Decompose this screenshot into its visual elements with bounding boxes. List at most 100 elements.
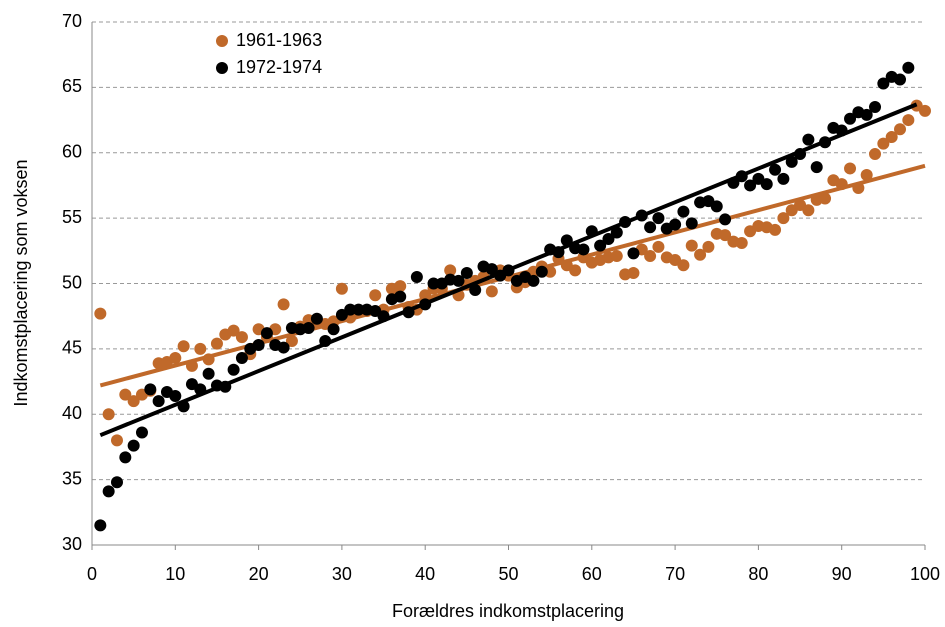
point <box>210 337 223 350</box>
point <box>352 303 365 316</box>
point <box>677 205 690 218</box>
x-tick-label: 70 <box>665 564 685 584</box>
y-tick-label: 35 <box>62 468 82 488</box>
y-tick-label: 45 <box>62 338 82 358</box>
point <box>610 226 623 239</box>
point <box>710 200 723 213</box>
point <box>202 367 215 380</box>
point <box>702 240 715 253</box>
point <box>260 327 273 340</box>
point <box>860 108 873 121</box>
point <box>369 289 382 302</box>
point <box>410 270 423 283</box>
point <box>119 388 132 401</box>
point <box>569 264 582 277</box>
point <box>719 213 732 226</box>
y-tick-label: 70 <box>62 11 82 31</box>
point <box>760 178 773 191</box>
point <box>860 168 873 181</box>
point <box>919 104 931 117</box>
trend-line <box>99 163 926 388</box>
point <box>277 298 290 311</box>
point <box>527 274 540 287</box>
x-tick-label: 50 <box>498 564 518 584</box>
point <box>735 236 748 249</box>
point <box>869 100 882 113</box>
x-tick-label: 30 <box>332 564 352 584</box>
point <box>444 264 457 277</box>
point <box>894 123 907 136</box>
point <box>894 73 907 86</box>
y-tick-label: 60 <box>62 142 82 162</box>
y-tick-label: 55 <box>62 207 82 227</box>
point <box>235 352 248 365</box>
x-tick-label: 40 <box>415 564 435 584</box>
point <box>235 331 248 344</box>
point <box>885 131 898 144</box>
point <box>685 217 698 230</box>
point <box>877 77 890 90</box>
point <box>610 250 623 263</box>
point <box>694 248 707 261</box>
y-tick-label: 50 <box>62 272 82 292</box>
point <box>277 341 290 354</box>
point <box>110 476 123 489</box>
x-tick-label: 10 <box>165 564 185 584</box>
point <box>152 395 165 408</box>
point <box>744 179 757 192</box>
point <box>785 155 798 168</box>
point <box>285 335 298 348</box>
point <box>460 267 473 280</box>
point <box>777 212 790 225</box>
point <box>227 363 240 376</box>
point <box>644 250 657 263</box>
point <box>327 323 340 336</box>
point <box>394 280 407 293</box>
point <box>144 383 157 396</box>
point <box>227 324 240 337</box>
point <box>535 265 548 278</box>
point <box>544 265 557 278</box>
point <box>644 221 657 234</box>
y-axis-label: Indkomstplacering som voksen <box>11 159 31 406</box>
x-tick-label: 90 <box>832 564 852 584</box>
x-axis-label: Forældres indkomstplacering <box>392 601 624 621</box>
y-tick-label: 40 <box>62 403 82 423</box>
point <box>335 282 348 295</box>
point <box>652 212 665 225</box>
point <box>869 148 882 161</box>
point <box>810 161 823 174</box>
point <box>844 162 857 175</box>
point <box>719 229 732 242</box>
point <box>902 114 915 127</box>
point <box>485 263 498 276</box>
point <box>452 274 465 287</box>
point <box>135 426 148 439</box>
point <box>127 395 140 408</box>
x-tick-label: 0 <box>87 564 97 584</box>
point <box>102 485 115 498</box>
point <box>194 342 207 355</box>
point <box>252 338 265 351</box>
point <box>594 239 607 252</box>
point <box>769 223 782 236</box>
point <box>677 259 690 272</box>
point <box>344 303 357 316</box>
x-tick-label: 20 <box>249 564 269 584</box>
point <box>94 307 107 320</box>
y-tick-label: 65 <box>62 76 82 96</box>
point <box>177 340 190 353</box>
point <box>94 519 107 532</box>
legend-label: 1961-1963 <box>236 30 322 50</box>
point <box>577 243 590 256</box>
point <box>127 439 140 452</box>
y-tick-label: 30 <box>62 534 82 554</box>
point <box>427 277 440 290</box>
point <box>802 204 815 217</box>
point <box>627 247 640 260</box>
point <box>110 434 123 447</box>
point <box>652 240 665 253</box>
point <box>310 312 323 325</box>
x-tick-label: 100 <box>910 564 940 584</box>
